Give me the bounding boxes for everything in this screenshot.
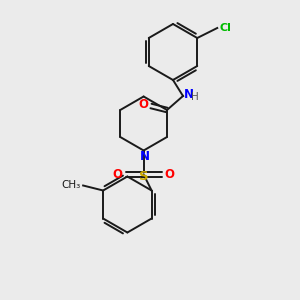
Text: N: N — [184, 88, 194, 101]
Text: O: O — [138, 98, 148, 112]
Text: O: O — [112, 168, 123, 181]
Text: O: O — [165, 168, 175, 181]
Text: Cl: Cl — [219, 23, 231, 33]
Text: S: S — [139, 170, 148, 184]
Text: N: N — [140, 149, 150, 163]
Text: H: H — [191, 92, 199, 102]
Text: CH₃: CH₃ — [62, 179, 81, 190]
